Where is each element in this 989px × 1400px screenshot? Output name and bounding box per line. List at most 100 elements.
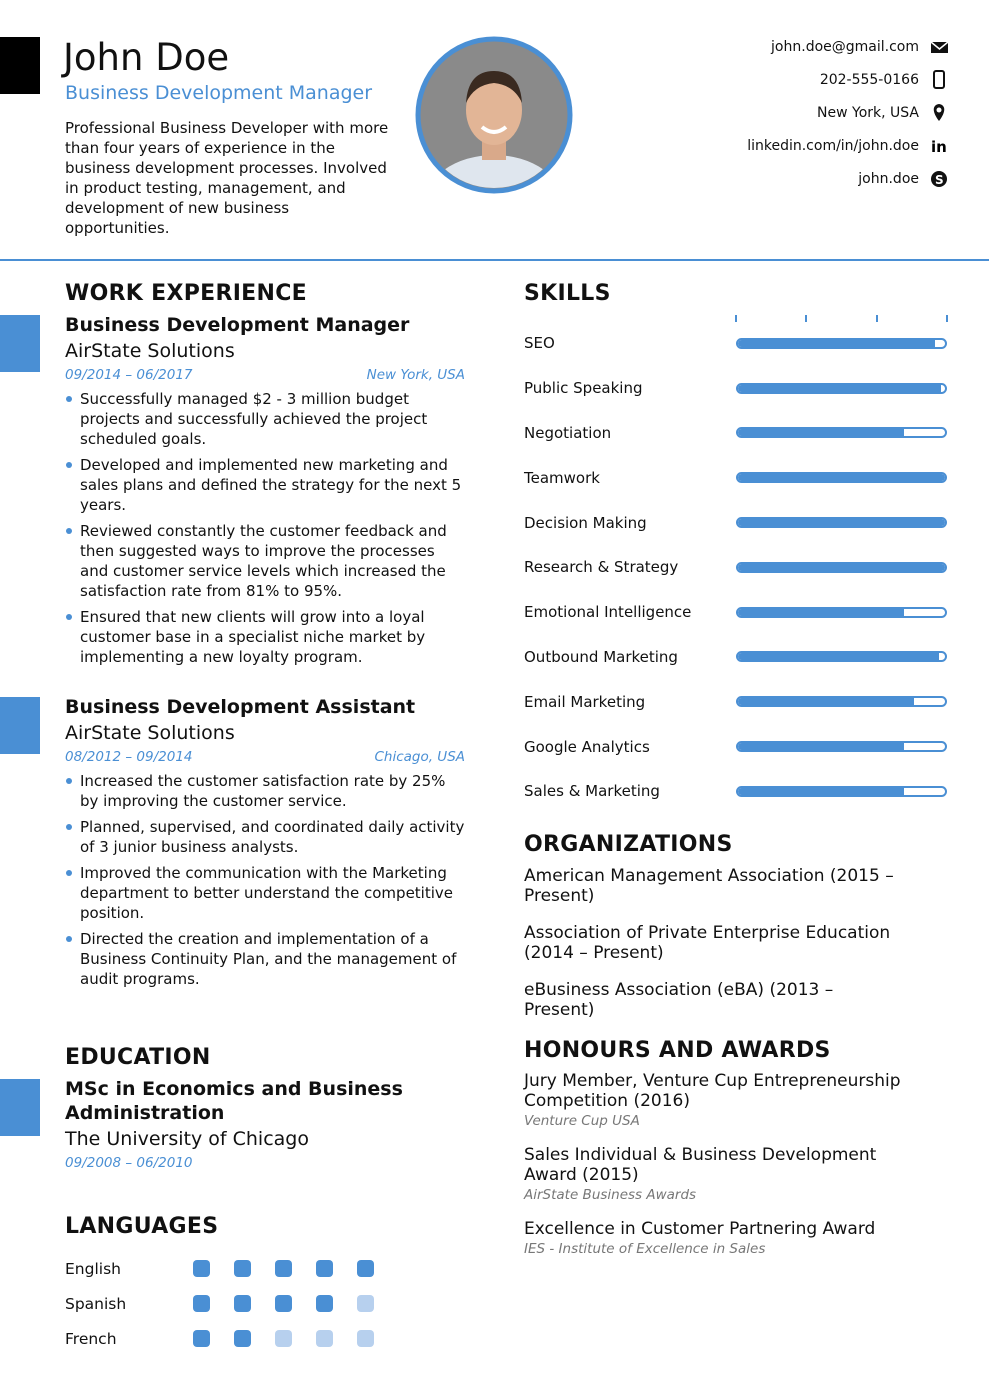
skill-name: Teamwork <box>524 468 600 487</box>
level-dot <box>234 1295 251 1312</box>
bullet: Reviewed constantly the customer feedbac… <box>66 521 465 601</box>
award-issuer: Venture Cup USA <box>524 1113 640 1129</box>
education: EDUCATION MSc in Economics and Business … <box>0 1045 465 1199</box>
skill-track <box>736 785 947 797</box>
dates: 09/2008 – 06/2010 <box>65 1155 193 1171</box>
contact: john.doe <box>858 171 919 187</box>
language-row: Spanish <box>65 1286 465 1321</box>
job: Business Development Manager AirState Sol… <box>0 313 465 667</box>
level-dot <box>234 1330 251 1347</box>
skill-track <box>736 337 947 349</box>
skill-name: Public Speaking <box>524 379 643 398</box>
award-title: Jury Member, Venture Cup Entrepreneurshi… <box>524 1071 901 1111</box>
skill-bar <box>738 608 904 616</box>
skill-bar <box>738 519 945 527</box>
level-dot <box>193 1295 210 1312</box>
language-level <box>193 1321 393 1356</box>
bullet: Planned, supervised, and coordinated dai… <box>66 818 465 856</box>
skill-track <box>736 382 947 394</box>
edu-meta: 09/2008 – 06/2010 <box>65 1155 465 1171</box>
section-heading: EDUCATION <box>65 1045 211 1070</box>
skill-bar <box>738 743 904 751</box>
language-name: Spanish <box>65 1294 127 1313</box>
language-row: French <box>65 1321 465 1356</box>
section-heading: SKILLS <box>524 281 611 306</box>
skill-name: Sales & Marketing <box>524 782 660 801</box>
degree: MSc in Economics and Business Administra… <box>65 1078 403 1124</box>
award-title: Excellence in Customer Partnering Award <box>524 1219 876 1239</box>
skill-track <box>736 472 947 484</box>
skill-row: Research & Strategy <box>524 545 949 590</box>
award: Jury Member, Venture Cup Entrepreneurshi… <box>524 1071 924 1131</box>
skill-track <box>736 741 947 753</box>
level-dot <box>193 1260 210 1277</box>
skill-name: Google Analytics <box>524 737 650 756</box>
school: The University of Chicago <box>65 1128 309 1150</box>
company: AirState Solutions <box>65 722 235 744</box>
skill-name: Research & Strategy <box>524 558 679 577</box>
skill-row: Email Marketing <box>524 679 949 724</box>
section-heading: HONOURS AND AWARDS <box>524 1038 831 1063</box>
skill-track <box>736 696 947 708</box>
job-title: Business Development Manager <box>65 314 410 336</box>
skill-bar <box>738 653 939 661</box>
skill-row: Teamwork <box>524 455 949 500</box>
contact: 202-555-0166 <box>819 72 919 88</box>
work-experience: WORK EXPERIENCE Business Development Man… <box>0 281 465 1017</box>
job-meta: 09/2014 – 06/2017 New York, USA <box>65 367 465 383</box>
award: Excellence in Customer Partnering Award I… <box>524 1219 924 1259</box>
award: Sales Individual & Business Development … <box>524 1145 924 1205</box>
skill-bar <box>738 474 945 482</box>
location: Chicago, USA <box>374 749 465 765</box>
skill-row: Sales & Marketing <box>524 769 949 814</box>
skill-name: SEO <box>524 334 555 353</box>
skill-track <box>736 651 947 663</box>
education-item: MSc in Economics and Business Administra… <box>0 1077 465 1171</box>
skill-track <box>736 517 947 529</box>
skill-row: Public Speaking <box>524 366 949 411</box>
contact-icons: in S <box>930 41 949 187</box>
contact: New York, USA <box>817 105 919 121</box>
bullet: Directed the creation and implementation… <box>66 929 465 989</box>
job-title: Business Development Assistant <box>65 696 416 718</box>
bullet: Successfully managed $2 - 3 million budg… <box>66 389 465 449</box>
skill-track <box>736 606 947 618</box>
skill-row: Negotiation <box>524 411 949 456</box>
award-title: Sales Individual & Business Development … <box>524 1145 877 1185</box>
job-marker <box>0 315 40 372</box>
award-issuer: AirState Business Awards <box>524 1187 697 1203</box>
skill-row: SEO <box>524 321 949 366</box>
organization: American Management Association (2015 – … <box>524 866 894 906</box>
skill-track <box>736 561 947 573</box>
bullets: Successfully managed $2 - 3 million budg… <box>65 389 465 667</box>
level-dot <box>234 1260 251 1277</box>
bullet: Developed and implemented new marketing … <box>66 455 465 515</box>
level-dot <box>275 1295 292 1312</box>
skill-name: Email Marketing <box>524 692 646 711</box>
level-dot <box>275 1260 292 1277</box>
level-dot <box>316 1260 333 1277</box>
level-dot <box>275 1330 292 1347</box>
level-dot <box>357 1260 374 1277</box>
skill-bar <box>738 429 904 437</box>
section-heading: ORGANIZATIONS <box>524 832 733 857</box>
svg-text:S: S <box>935 173 944 187</box>
job-title: Business Development Manager <box>65 82 373 104</box>
honours: HONOURS AND AWARDS Jury Member, Venture … <box>524 1038 949 1273</box>
languages: LANGUAGES English Spanish French <box>65 1214 465 1356</box>
organizations: ORGANIZATIONS American Management Associ… <box>524 832 949 1037</box>
skill-track <box>736 427 947 439</box>
section-heading: LANGUAGES <box>65 1214 219 1239</box>
skill-scale <box>735 315 948 322</box>
job: Business Development Assistant AirState S… <box>0 695 465 989</box>
skill-bar <box>738 339 935 347</box>
skill-bar <box>738 787 904 795</box>
level-dot <box>316 1330 333 1347</box>
language-name: English <box>65 1259 121 1278</box>
section-heading: WORK EXPERIENCE <box>65 281 307 306</box>
dates: 08/2012 – 09/2014 <box>65 749 193 765</box>
bullet: Increased the customer satisfaction rate… <box>66 771 465 811</box>
name-marker <box>0 37 40 94</box>
level-dot <box>193 1330 210 1347</box>
